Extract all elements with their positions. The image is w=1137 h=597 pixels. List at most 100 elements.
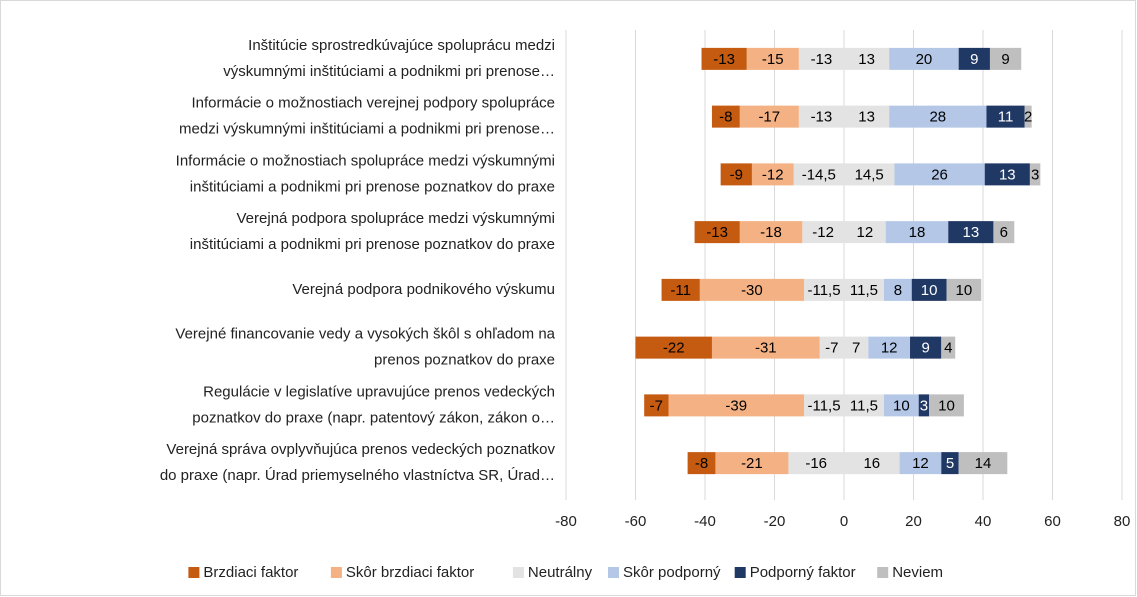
bar-segment	[844, 221, 886, 244]
bar-segment	[883, 394, 919, 417]
legend-swatch	[330, 567, 342, 578]
legend-swatch	[512, 567, 524, 578]
bar-segment	[844, 394, 884, 417]
value-label: 16	[863, 455, 880, 472]
value-label: 9	[970, 51, 978, 68]
value-label: 8	[894, 282, 902, 299]
value-label: -12	[762, 166, 784, 183]
bar-segment	[793, 163, 844, 186]
bar-segment	[910, 336, 942, 359]
bar-segment	[844, 47, 890, 70]
legend-swatch	[877, 567, 889, 578]
bar-segment	[804, 278, 844, 301]
value-label: -11,5	[807, 397, 840, 414]
bar-segment	[989, 47, 1022, 70]
value-label: -14,5	[802, 166, 836, 183]
bar-segment	[844, 452, 900, 475]
value-label: 11	[998, 109, 1014, 126]
value-label: 13	[858, 109, 875, 126]
bar-segment	[984, 163, 1030, 186]
value-label: 5	[946, 455, 954, 472]
bar-segment	[798, 105, 844, 128]
bar-segment	[948, 221, 994, 244]
value-label: -11,5	[807, 282, 840, 299]
value-label: -18	[760, 224, 782, 241]
legend-label: Brzdiaci faktor	[203, 564, 298, 581]
category-label: inštitúciami a podnikmi pri prenose pozn…	[190, 236, 555, 253]
value-label: 9	[1001, 51, 1009, 68]
value-label: -13	[706, 224, 728, 241]
bar-segment	[883, 278, 912, 301]
bar-segment	[946, 278, 982, 301]
bar-segment	[739, 221, 803, 244]
bar-segment	[788, 452, 844, 475]
value-label: 13	[858, 51, 875, 68]
legend-label: Skôr podporný	[623, 564, 721, 581]
bar-segment	[899, 452, 942, 475]
category-label: prenos poznatkov do praxe	[374, 352, 555, 369]
bar-segment	[635, 336, 712, 359]
category-label: Inštitúcie sprostredkúvajúce spoluprácu …	[248, 37, 555, 54]
x-tick-label: 60	[1044, 513, 1061, 530]
value-label: -31	[755, 340, 777, 357]
category-label: Informácie o možnostiach spolupráce medz…	[176, 152, 555, 169]
bar-segment	[701, 47, 747, 70]
category-label: poznatkov do praxe (napr. patentový záko…	[192, 409, 555, 426]
value-label: -13	[811, 109, 833, 126]
value-label: 14	[975, 455, 992, 472]
x-tick-label: 40	[975, 513, 992, 530]
value-label: -8	[695, 455, 708, 472]
bar-segment	[885, 221, 949, 244]
category-label: výskumnými inštitúciami a podnikmi pri p…	[223, 63, 555, 80]
bar-segment	[687, 452, 716, 475]
value-label: 12	[857, 224, 874, 241]
legend-label: Neutrálny	[528, 564, 593, 581]
x-tick-label: -80	[555, 513, 577, 530]
value-label: -8	[719, 109, 732, 126]
value-label: -22	[663, 340, 685, 357]
category-label: Regulácie v legislatíve upravujúce preno…	[203, 383, 555, 400]
value-label: -12	[812, 224, 834, 241]
bar-segment	[661, 278, 700, 301]
category-label: Informácie o možnostiach verejnej podpor…	[191, 95, 555, 112]
value-label: 28	[929, 109, 946, 126]
value-label: 3	[1031, 166, 1039, 183]
value-label: 11,5	[850, 397, 878, 414]
value-label: -17	[758, 109, 780, 126]
bar-segment	[993, 221, 1015, 244]
bar-segment	[711, 105, 740, 128]
bar-segment	[715, 452, 789, 475]
legend-label: Podporný faktor	[750, 564, 856, 581]
x-tick-label: -20	[764, 513, 786, 530]
value-label: 11,5	[850, 282, 878, 299]
value-label: 18	[909, 224, 926, 241]
legend-label: Skôr brzdiaci faktor	[346, 564, 474, 581]
bar-segment	[711, 336, 820, 359]
x-tick-label: 80	[1114, 513, 1131, 530]
value-label: -21	[741, 455, 763, 472]
value-label: 12	[912, 455, 929, 472]
value-label: 26	[931, 166, 948, 183]
value-label: 3	[920, 397, 928, 414]
value-label: -7	[825, 340, 838, 357]
category-label: Verejná správa ovplyvňujúca prenos vedec…	[166, 441, 555, 458]
bar-segment	[1029, 163, 1041, 186]
value-label: -13	[811, 51, 833, 68]
bar-segment	[694, 221, 740, 244]
bar-segment	[868, 336, 911, 359]
bar-segment	[889, 47, 959, 70]
legend-label: Neviem	[892, 564, 943, 581]
category-label: inštitúciami a podnikmi pri prenose pozn…	[190, 178, 555, 195]
bar-segment	[894, 163, 985, 186]
legend-swatch	[608, 567, 619, 578]
bar-segment	[802, 221, 844, 244]
category-label: Verejná podpora podnikového výskumu	[292, 281, 555, 298]
bar-segment	[644, 394, 669, 417]
bar-segment	[958, 47, 990, 70]
value-label: 2	[1024, 109, 1032, 126]
category-label: Verejné financovanie vedy a vysokých škô…	[175, 326, 555, 343]
value-label: 10	[938, 397, 955, 414]
bar-segment	[668, 394, 805, 417]
value-label: 9	[921, 340, 929, 357]
